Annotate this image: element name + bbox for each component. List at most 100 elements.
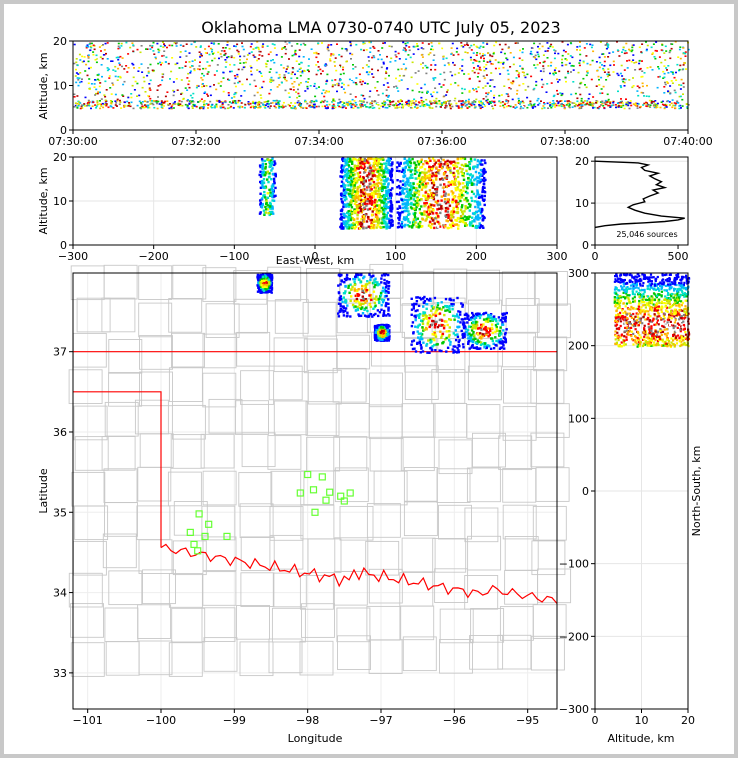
east-west-source bbox=[436, 186, 439, 189]
time-height-source bbox=[431, 95, 434, 98]
time-height-source bbox=[143, 106, 146, 109]
time-height-source bbox=[621, 75, 624, 77]
east-west-source bbox=[450, 223, 453, 227]
time-height-source bbox=[157, 96, 159, 98]
east-west-source bbox=[481, 208, 484, 211]
time-height-source bbox=[346, 101, 349, 104]
time-height-source bbox=[371, 73, 374, 75]
east-west-source bbox=[365, 162, 368, 165]
time-height-source bbox=[551, 105, 554, 107]
county-outline bbox=[102, 533, 137, 569]
time-height-source bbox=[550, 64, 552, 67]
time-height-source bbox=[119, 76, 122, 79]
time-height-source bbox=[512, 56, 515, 59]
time-height-source bbox=[604, 78, 606, 80]
east-west-source bbox=[346, 215, 349, 219]
time-height-source bbox=[348, 103, 351, 105]
time-height-source bbox=[248, 52, 251, 55]
east-west-source bbox=[265, 199, 268, 202]
east-west-source bbox=[358, 186, 361, 189]
time-height-source bbox=[568, 106, 571, 109]
time-height-source bbox=[460, 107, 463, 110]
time-height-source bbox=[446, 91, 449, 93]
time-height-source bbox=[407, 100, 410, 102]
east-west-source bbox=[452, 174, 455, 177]
time-height-source bbox=[201, 72, 204, 75]
east-west-source bbox=[482, 215, 485, 219]
time-height-source bbox=[481, 55, 484, 57]
east-west-source bbox=[456, 169, 460, 172]
time-height-source bbox=[179, 104, 182, 107]
time-height-source bbox=[132, 63, 135, 66]
east-west-source bbox=[454, 164, 457, 167]
time-height-source bbox=[668, 104, 671, 106]
time-height-source bbox=[305, 80, 308, 83]
county-outline bbox=[501, 271, 536, 306]
east-west-source bbox=[262, 209, 266, 212]
time-height-source bbox=[546, 83, 549, 85]
time-height-source bbox=[521, 100, 524, 103]
time-height-source bbox=[395, 85, 398, 88]
east-west-source bbox=[351, 212, 354, 215]
time-height-source bbox=[651, 69, 654, 71]
county-outline bbox=[332, 367, 367, 403]
time-height-source bbox=[321, 63, 324, 65]
time-height-source bbox=[250, 51, 253, 53]
time-height-source bbox=[103, 94, 106, 96]
time-height-source bbox=[219, 105, 222, 108]
time-height-source bbox=[653, 103, 656, 105]
time-height-source bbox=[240, 95, 243, 97]
time-height-source bbox=[189, 70, 192, 72]
east-west-source bbox=[368, 202, 372, 205]
east-west-source bbox=[356, 217, 359, 220]
time-height-source bbox=[678, 95, 681, 98]
east-west-source bbox=[460, 206, 464, 209]
east-west-source bbox=[353, 173, 356, 176]
east-west-source bbox=[259, 203, 262, 206]
time-height-source bbox=[623, 107, 626, 110]
time-height-source bbox=[156, 94, 159, 96]
time-height-source bbox=[479, 107, 482, 110]
east-west-source bbox=[377, 159, 381, 162]
time-height-source bbox=[473, 71, 476, 74]
time-height-source bbox=[92, 44, 95, 47]
east-west-source bbox=[369, 189, 372, 192]
time-height-source bbox=[422, 67, 424, 69]
east-west-source bbox=[346, 227, 349, 230]
time-height-source bbox=[281, 47, 284, 49]
east-west-source bbox=[469, 224, 472, 227]
time-height-source bbox=[151, 45, 154, 47]
east-west-source bbox=[356, 196, 359, 200]
time-height-source bbox=[388, 45, 391, 47]
time-height-source bbox=[261, 55, 264, 57]
time-height-source bbox=[578, 86, 581, 89]
time-height-source bbox=[502, 66, 505, 69]
time-height-source bbox=[254, 106, 257, 108]
time-height-source bbox=[94, 94, 97, 96]
time-height-source bbox=[589, 43, 592, 46]
east-west-source bbox=[382, 197, 386, 200]
time-height-source bbox=[366, 106, 369, 108]
time-height-source bbox=[626, 60, 628, 62]
time-height-source bbox=[666, 69, 668, 71]
county-outline bbox=[201, 505, 236, 541]
time-height-source bbox=[568, 102, 570, 105]
time-height-source bbox=[629, 100, 632, 102]
time-height-source bbox=[530, 53, 533, 56]
time-height-source bbox=[646, 102, 648, 104]
time-height-source bbox=[365, 64, 368, 66]
county-outline bbox=[530, 369, 565, 404]
time-height-source bbox=[351, 98, 354, 101]
time-height-xtick-label: 07:30:00 bbox=[48, 135, 97, 148]
time-height-source bbox=[659, 75, 661, 78]
east-west-source bbox=[431, 212, 435, 215]
time-height-source bbox=[148, 87, 151, 90]
time-height-source bbox=[96, 101, 99, 104]
time-height-source bbox=[232, 107, 235, 109]
time-height-source bbox=[292, 67, 295, 70]
east-west-source bbox=[342, 205, 345, 209]
east-west-source bbox=[401, 188, 405, 192]
time-height-source bbox=[227, 104, 230, 106]
east-west-source bbox=[350, 199, 353, 202]
